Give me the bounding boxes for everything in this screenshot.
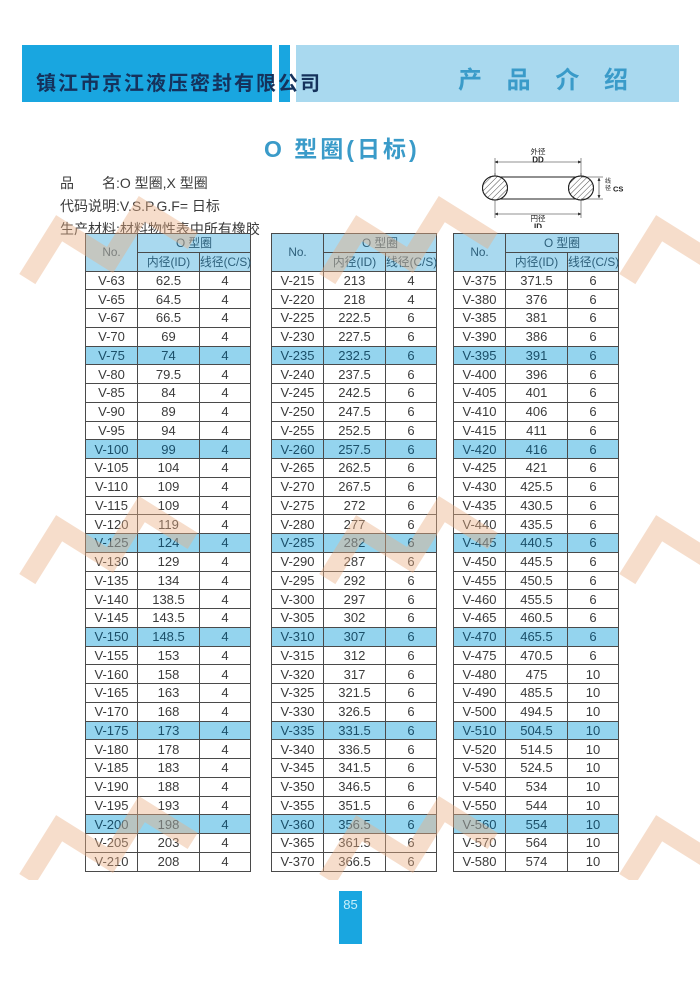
svg-text:DD: DD <box>532 156 544 165</box>
svg-text:ID: ID <box>534 223 542 229</box>
svg-text:径: 径 <box>605 184 611 192</box>
svg-text:线: 线 <box>605 177 611 185</box>
svg-text:CS: CS <box>613 185 623 194</box>
svg-text:円径: 円径 <box>531 213 546 223</box>
